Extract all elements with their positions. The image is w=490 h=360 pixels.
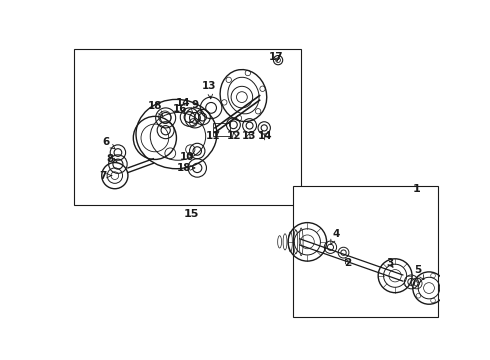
Text: 15: 15 [184,209,199,219]
Text: 18: 18 [177,163,195,173]
Bar [213,122,230,136]
Text: 17: 17 [269,52,284,62]
Text: 1: 1 [413,184,420,194]
Text: 13: 13 [242,131,256,141]
Text: 7: 7 [99,171,112,181]
Text: 2: 2 [344,258,351,267]
Text: 14: 14 [258,131,272,141]
Text: 18: 18 [147,101,163,116]
Text: 12: 12 [227,131,242,141]
Text: 13: 13 [202,81,217,99]
Text: 11: 11 [206,131,220,141]
Text: 10: 10 [180,152,195,162]
Text: 14: 14 [176,98,193,113]
Bar [74,49,301,205]
Text: 5: 5 [415,265,424,280]
Text: 16: 16 [173,104,188,114]
Text: 4: 4 [331,229,340,244]
Text: 6: 6 [102,137,115,149]
Bar [294,186,438,316]
Text: 8: 8 [107,154,117,164]
Text: 9: 9 [192,100,202,113]
Text: 3: 3 [386,258,393,267]
